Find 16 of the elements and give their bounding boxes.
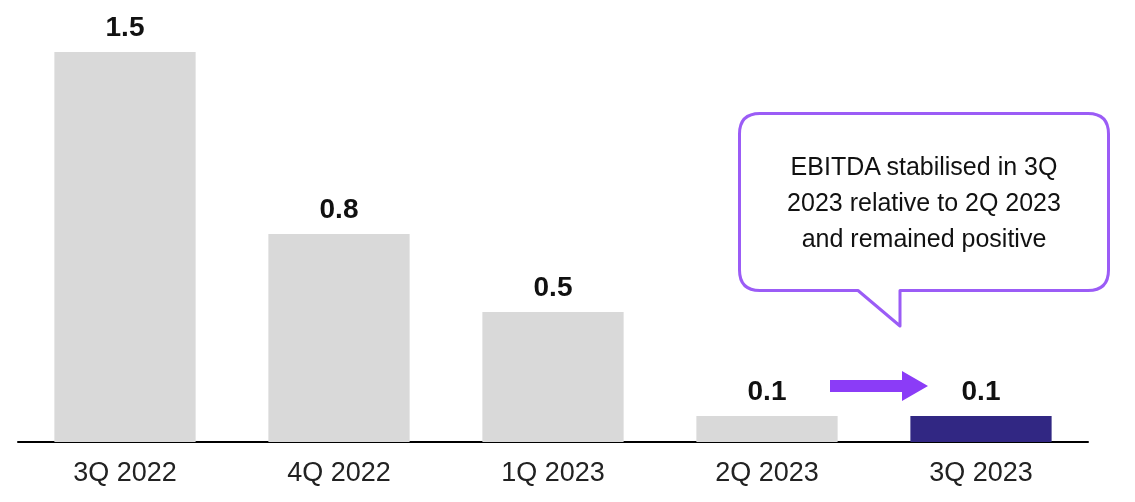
data-label: 0.1 xyxy=(747,374,787,406)
x-tick-label: 3Q 2022 xyxy=(73,456,177,487)
annotation: EBITDA stabilised in 3Q 2023 relative to 2Q 2023 and remained positive xyxy=(786,151,1062,254)
data-label: 0.1 xyxy=(961,374,1001,406)
bar xyxy=(696,416,838,442)
x-tick-label: 3Q 2023 xyxy=(929,456,1033,487)
bar xyxy=(54,52,196,442)
x-tick-label: 2Q 2023 xyxy=(715,456,819,487)
bar xyxy=(910,416,1052,442)
data-label: 0.8 xyxy=(319,192,359,224)
bar xyxy=(482,312,624,442)
x-tick-label: 4Q 2022 xyxy=(287,456,391,487)
data-label: 0.5 xyxy=(533,270,573,302)
data-label: 1.5 xyxy=(105,10,145,42)
bar xyxy=(268,234,410,442)
x-tick-label: 1Q 2023 xyxy=(501,456,605,487)
